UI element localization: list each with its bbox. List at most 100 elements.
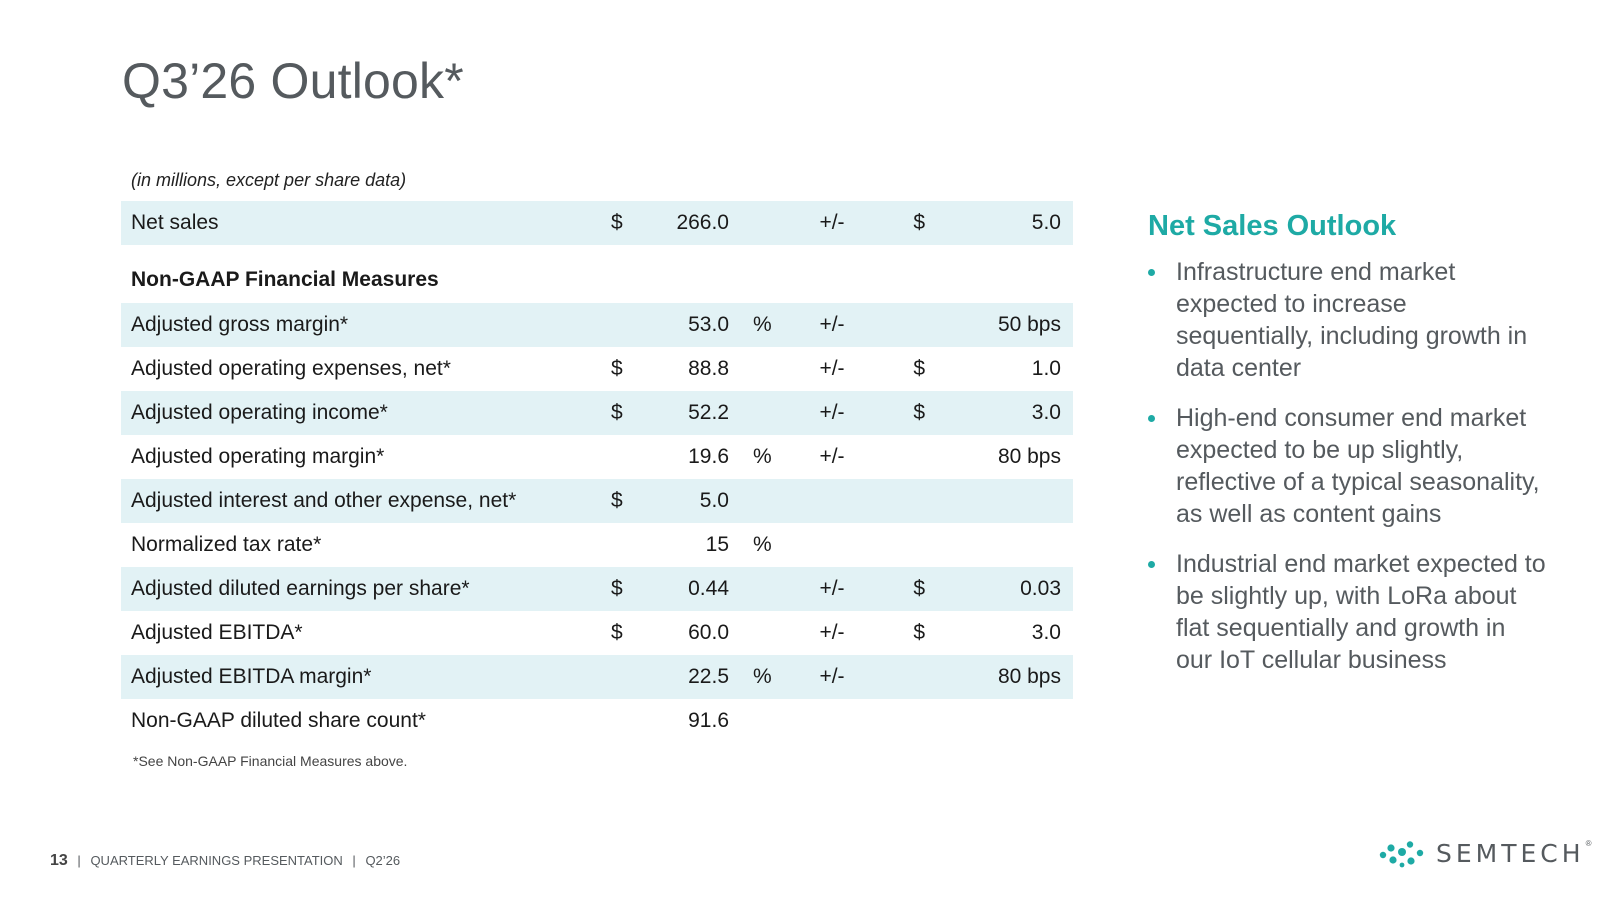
registered-mark: ® — [1585, 839, 1592, 848]
row-plus-minus — [777, 479, 887, 523]
row-currency — [611, 699, 639, 743]
slide-title: Q3’26 Outlook* — [122, 53, 464, 109]
row-plus-minus: +/- — [777, 391, 887, 435]
row-percent — [729, 201, 777, 245]
row-currency: $ — [611, 567, 639, 611]
footer-separator: | — [352, 853, 356, 868]
table-row: Adjusted operating income* $52.2 +/- $3.0 — [121, 391, 1073, 435]
row-percent — [729, 567, 777, 611]
page-number: 13 — [50, 852, 68, 869]
section-heading: Non-GAAP Financial Measures — [131, 268, 439, 291]
row-plus-minus — [777, 523, 887, 567]
row-value: 91.6 — [688, 709, 729, 732]
bullet-dot-icon — [1148, 269, 1155, 276]
row-percent: % — [729, 303, 777, 347]
sidebar-bullets: Infrastructure end market expected to in… — [1148, 256, 1548, 694]
row-range — [925, 523, 1073, 567]
table-row: Adjusted operating expenses, net* $88.8 +/… — [121, 347, 1073, 391]
row-plus-minus: +/- — [777, 201, 887, 245]
table-row: Adjusted interest and other expense, net… — [121, 479, 1073, 523]
row-range: 80 bps — [997, 445, 1061, 468]
bullet-item: Infrastructure end market expected to in… — [1148, 256, 1548, 384]
row-label: Net sales — [121, 201, 611, 245]
row-plus-minus: +/- — [777, 567, 887, 611]
units-note: (in millions, except per share data) — [131, 170, 407, 190]
row-range-currency: $ — [913, 357, 925, 380]
table-row-net-sales: Net sales $ 266.0 +/- $ 5.0 — [121, 201, 1073, 245]
row-label: Adjusted operating expenses, net* — [131, 357, 451, 380]
table-row: Adjusted operating margin* 19.6% +/- 80 bps — [121, 435, 1073, 479]
table-row: Adjusted gross margin* 53.0% +/- 50 bps — [121, 303, 1073, 347]
row-range: 3.0 — [925, 391, 1073, 435]
row-plus-minus: +/- — [819, 621, 845, 644]
row-percent — [729, 479, 777, 523]
row-currency: $ — [611, 479, 639, 523]
row-range — [925, 479, 1073, 523]
bullet-item: Industrial end market expected to be sli… — [1148, 548, 1548, 676]
row-label: Adjusted operating income* — [121, 391, 611, 435]
row-percent: % — [753, 533, 772, 556]
row-range-currency — [887, 655, 925, 699]
row-value: 5.0 — [639, 479, 729, 523]
row-percent — [729, 391, 777, 435]
outlook-table: Net sales $ 266.0 +/- $ 5.0 Non-GAAP Fin… — [121, 201, 1073, 743]
table-row: Adjusted EBITDA margin* 22.5% +/- 80 bps — [121, 655, 1073, 699]
bullet-text: Industrial end market expected to be sli… — [1176, 550, 1546, 674]
bullet-dot-icon — [1148, 561, 1155, 568]
row-plus-minus — [777, 699, 887, 743]
row-range-currency — [887, 435, 925, 479]
sidebar-title: Net Sales Outlook — [1148, 210, 1397, 242]
bullet-text: High-end consumer end market expected to… — [1176, 404, 1540, 528]
row-currency: $ — [611, 357, 623, 380]
row-value: 52.2 — [639, 391, 729, 435]
row-currency: $ — [611, 391, 639, 435]
row-percent — [729, 611, 777, 655]
row-range-currency — [887, 303, 925, 347]
table-row: Non-GAAP diluted share count* 91.6 — [121, 699, 1073, 743]
row-percent — [729, 699, 777, 743]
row-label: Adjusted diluted earnings per share* — [121, 567, 611, 611]
row-value: 19.6 — [688, 445, 729, 468]
table-row: Adjusted diluted earnings per share* $0.4… — [121, 567, 1073, 611]
row-range-currency: $ — [887, 391, 925, 435]
row-percent — [729, 347, 777, 391]
row-plus-minus: +/- — [819, 357, 845, 380]
row-plus-minus: +/- — [777, 655, 887, 699]
row-value: 0.44 — [639, 567, 729, 611]
bullet-text: Infrastructure end market expected to in… — [1176, 258, 1528, 382]
row-label: Non-GAAP diluted share count* — [131, 709, 426, 732]
row-value: 15 — [705, 533, 729, 556]
row-range: 5.0 — [925, 201, 1073, 245]
row-currency — [611, 303, 639, 347]
row-plus-minus: +/- — [777, 303, 887, 347]
row-value: 88.8 — [688, 357, 729, 380]
row-range-currency — [887, 523, 925, 567]
footnote: *See Non-GAAP Financial Measures above. — [133, 753, 408, 769]
row-percent: % — [729, 655, 777, 699]
presentation-period: Q2’26 — [365, 853, 401, 868]
row-currency: $ — [611, 201, 639, 245]
bullet-item: High-end consumer end market expected to… — [1148, 402, 1548, 530]
row-range-currency: $ — [887, 567, 925, 611]
row-label: Adjusted operating margin* — [131, 445, 385, 468]
semtech-logo: SEMTECH ® — [1378, 839, 1591, 868]
row-currency — [611, 655, 639, 699]
row-label: Adjusted interest and other expense, net… — [121, 479, 611, 523]
row-range-currency — [887, 479, 925, 523]
row-range: 3.0 — [1031, 621, 1061, 644]
footer-separator: | — [77, 853, 81, 868]
semtech-logo-mark-icon — [1379, 840, 1424, 867]
section-heading-row: Non-GAAP Financial Measures — [121, 245, 1073, 303]
row-range-currency — [887, 699, 925, 743]
row-range-currency: $ — [887, 201, 925, 245]
table-row: Adjusted EBITDA* $60.0 +/- $3.0 — [121, 611, 1073, 655]
bullet-dot-icon — [1148, 415, 1155, 422]
row-currency: $ — [611, 621, 623, 644]
row-label: Normalized tax rate* — [131, 533, 322, 556]
row-value: 266.0 — [639, 201, 729, 245]
footer: 13 | QUARTERLY EARNINGS PRESENTATION | Q… — [50, 852, 400, 870]
semtech-logo-wordmark: SEMTECH — [1436, 839, 1585, 868]
row-currency — [611, 435, 639, 479]
presentation-name: QUARTERLY EARNINGS PRESENTATION — [90, 853, 343, 868]
row-value: 53.0 — [639, 303, 729, 347]
